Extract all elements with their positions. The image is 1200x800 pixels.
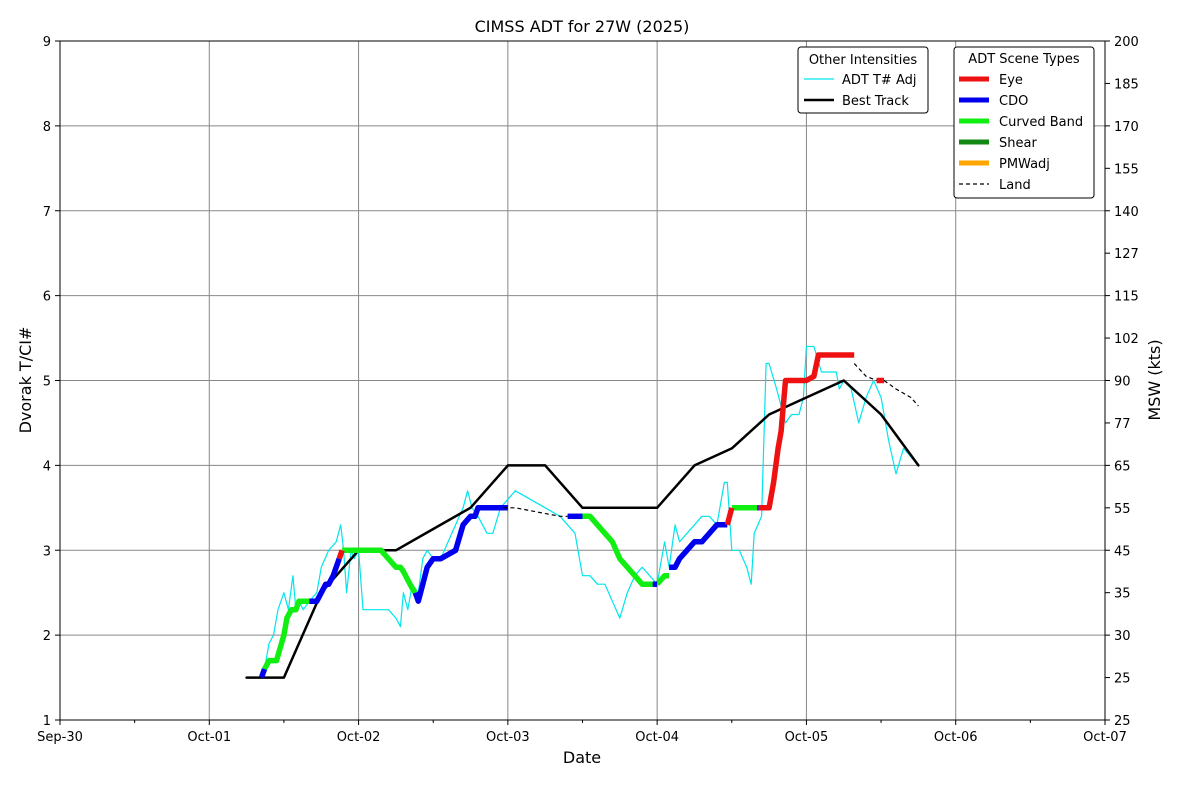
legend-label-land: Land — [999, 178, 1031, 193]
y2-tick-label: 115 — [1114, 290, 1139, 305]
x-tick-label: Oct-04 — [635, 730, 679, 745]
y2-tick-label: 45 — [1114, 544, 1131, 559]
x-tick-label: Sep-30 — [37, 730, 83, 745]
legend-other-title: Other Intensities — [809, 53, 918, 68]
chart-title: CIMSS ADT for 27W (2025) — [475, 17, 690, 36]
y2-tick-label: 200 — [1114, 35, 1139, 50]
legend-other-box — [797, 46, 929, 114]
y-tick-label: 3 — [43, 544, 51, 559]
y-axis-left: 1 2 3 4 5 6 7 8 9 — [43, 35, 60, 729]
y2-tick-label: 77 — [1114, 417, 1131, 432]
y2-tick-label: 35 — [1114, 587, 1131, 602]
series-adt-t-adj — [260, 345, 920, 679]
legend-label-adt: ADT T# Adj — [842, 73, 916, 88]
x-tick-label: Oct-02 — [337, 730, 381, 745]
y2-tick-label: 185 — [1114, 77, 1139, 92]
series-eye — [336, 549, 345, 560]
series-eye — [724, 507, 735, 526]
series-cdo — [412, 505, 508, 604]
series-curved-band — [262, 598, 310, 671]
series-cdo — [258, 668, 268, 679]
y2-tick-label: 170 — [1114, 120, 1139, 135]
x-tick-label: Oct-07 — [1083, 730, 1127, 745]
y-axis-right: 25 25 30 35 45 55 65 77 90 102 115 127 140 155 170 185 2… — [1105, 35, 1139, 729]
legend-scene-title: ADT Scene Types — [968, 52, 1080, 67]
legend-label-pmwadj: PMWadj — [999, 157, 1050, 172]
y2-tick-label: 127 — [1114, 247, 1139, 262]
y-tick-label: 6 — [43, 290, 51, 305]
legend-label-cdo: CDO — [999, 94, 1028, 109]
series-land — [503, 507, 568, 517]
x-tick-label: Oct-03 — [486, 730, 530, 745]
y2-tick-label: 25 — [1114, 672, 1131, 687]
series-cdo — [309, 557, 342, 604]
y2-axis-label: MSW (kts) — [1145, 339, 1164, 420]
legend-label-curved-band: Curved Band — [999, 115, 1083, 130]
series-curved-band — [342, 547, 418, 595]
y2-tick-label: 30 — [1114, 629, 1131, 644]
series-curved-band — [655, 572, 670, 587]
y-tick-label: 2 — [43, 629, 51, 644]
series-eye — [758, 352, 855, 511]
y-tick-label: 1 — [43, 714, 51, 729]
y-tick-label: 7 — [43, 205, 51, 220]
series-curved-band — [582, 513, 658, 587]
y-tick-label: 8 — [43, 120, 51, 135]
legend-scene-box — [953, 46, 1095, 199]
series-land — [853, 363, 877, 382]
y-axis-label: Dvorak T/CI# — [16, 327, 35, 434]
y2-tick-label: 55 — [1114, 502, 1131, 517]
legend-scene-types: ADT Scene Types Eye CDO Curved Band Shea… — [953, 46, 1095, 199]
x-tick-label: Oct-01 — [187, 730, 231, 745]
legend-label-shear: Shear — [999, 136, 1037, 151]
y2-tick-label: 140 — [1114, 205, 1139, 220]
x-axis: Sep-30 Oct-01 Oct-02 Oct-03 Oct-04 Oct-05 Oct-… — [37, 720, 1127, 745]
y2-tick-label: 25 — [1114, 714, 1131, 729]
x-axis-label: Date — [563, 748, 601, 767]
x-tick-label: Oct-06 — [934, 730, 978, 745]
series-land — [883, 380, 919, 407]
y2-tick-label: 102 — [1114, 332, 1139, 347]
y2-tick-label: 155 — [1114, 162, 1139, 177]
legend-label-besttrack: Best Track — [842, 94, 909, 109]
series-best-track — [245, 379, 920, 679]
x-tick-label: Oct-05 — [785, 730, 829, 745]
series-layer — [245, 345, 920, 679]
series-cdo — [669, 522, 728, 570]
grid — [60, 41, 1105, 720]
legend-label-eye: Eye — [999, 73, 1023, 88]
y2-tick-label: 90 — [1114, 375, 1131, 390]
legend-other-intensities: Other Intensities ADT T# Adj Best Track — [797, 46, 929, 114]
y-tick-label: 9 — [43, 35, 51, 50]
y-tick-label: 4 — [43, 459, 51, 474]
y2-tick-label: 65 — [1114, 459, 1131, 474]
y-tick-label: 5 — [43, 375, 51, 390]
